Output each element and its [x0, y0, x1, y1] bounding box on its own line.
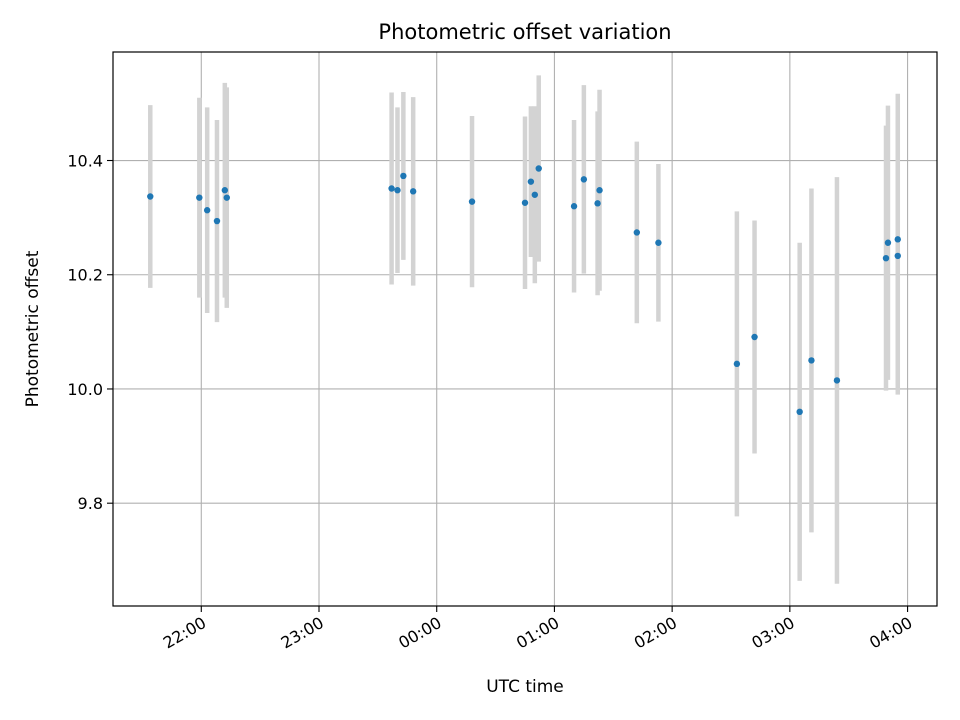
data-point — [884, 239, 892, 246]
data-point — [468, 198, 476, 205]
data-point — [894, 252, 901, 260]
data-point — [633, 229, 641, 236]
data-point — [196, 194, 203, 201]
y-tick-label: 10.0 — [67, 380, 103, 399]
data-point — [535, 165, 542, 172]
data-point — [388, 185, 395, 192]
data-point — [394, 187, 401, 194]
data-point — [223, 194, 230, 201]
plot-frame — [112, 51, 938, 607]
data-point — [147, 193, 154, 200]
y-tick-label: 9.8 — [78, 494, 103, 513]
y-axis-label: Photometric offset — [23, 250, 43, 407]
data-point — [894, 236, 901, 243]
data-point — [521, 199, 529, 206]
data-point — [400, 172, 407, 180]
data-point — [596, 187, 603, 194]
y-axis-ticks: 9.8 10.0 10.2 10.4 — [67, 152, 113, 513]
data-point — [213, 217, 221, 225]
y-tick-label: 10.2 — [67, 266, 103, 285]
data-point — [882, 254, 890, 262]
data-point — [594, 200, 601, 207]
data-point — [527, 178, 535, 185]
data-point — [570, 203, 578, 210]
data-point — [580, 176, 588, 183]
data-point — [751, 333, 758, 341]
chart-title: Photometric offset variation — [378, 20, 671, 44]
data-point — [221, 187, 229, 194]
data-point — [655, 239, 662, 246]
data-point — [808, 357, 815, 364]
data-point — [833, 377, 841, 384]
data-point — [203, 207, 211, 214]
y-tick-label: 10.4 — [67, 152, 103, 171]
x-axis-label: UTC time — [486, 677, 564, 697]
data-point — [531, 191, 539, 198]
data-points — [147, 165, 901, 416]
data-point — [733, 360, 741, 368]
data-point — [796, 408, 803, 416]
data-point — [409, 188, 417, 195]
